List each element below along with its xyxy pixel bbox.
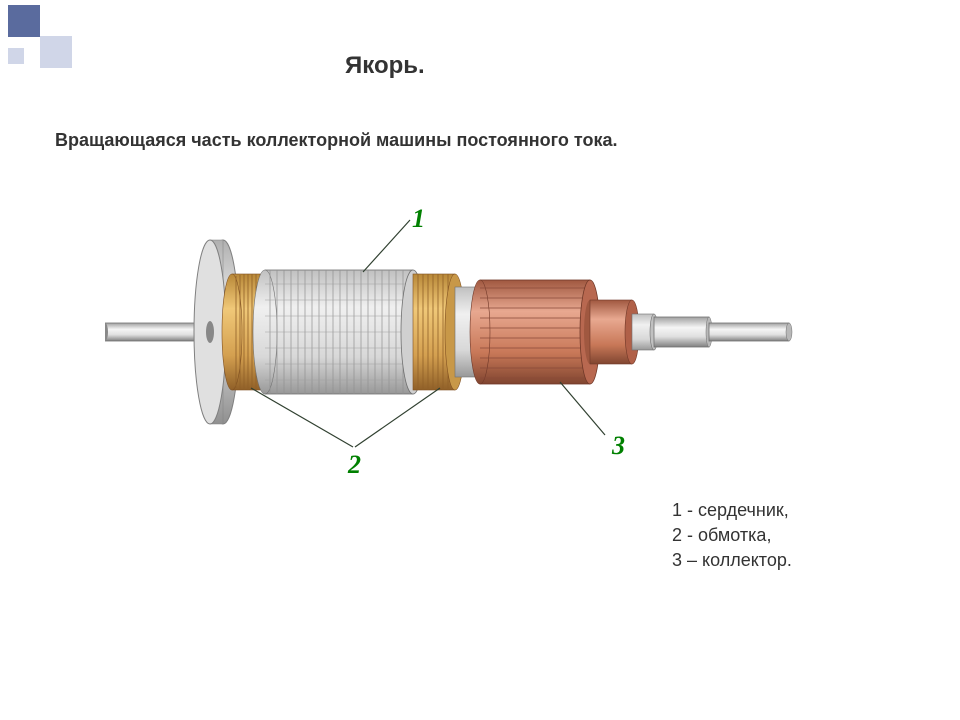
legend-line-3: 3 – коллектор. bbox=[672, 550, 792, 571]
accent-square-1 bbox=[8, 5, 40, 37]
legend-line-1: 1 - сердечник, bbox=[672, 500, 792, 521]
page-title: Якорь. bbox=[345, 52, 425, 80]
armature-diagram bbox=[105, 192, 805, 472]
accent-square-2 bbox=[40, 36, 72, 68]
legend: 1 - сердечник, 2 - обмотка, 3 – коллекто… bbox=[672, 500, 792, 575]
accent-square-3 bbox=[8, 48, 24, 64]
legend-line-2: 2 - обмотка, bbox=[672, 525, 792, 546]
page-subtitle: Вращающаяся часть коллекторной машины по… bbox=[55, 130, 618, 151]
diagram-label-1: 1 bbox=[412, 204, 425, 234]
diagram-label-2: 2 bbox=[348, 450, 361, 480]
diagram-label-3: 3 bbox=[612, 431, 625, 461]
